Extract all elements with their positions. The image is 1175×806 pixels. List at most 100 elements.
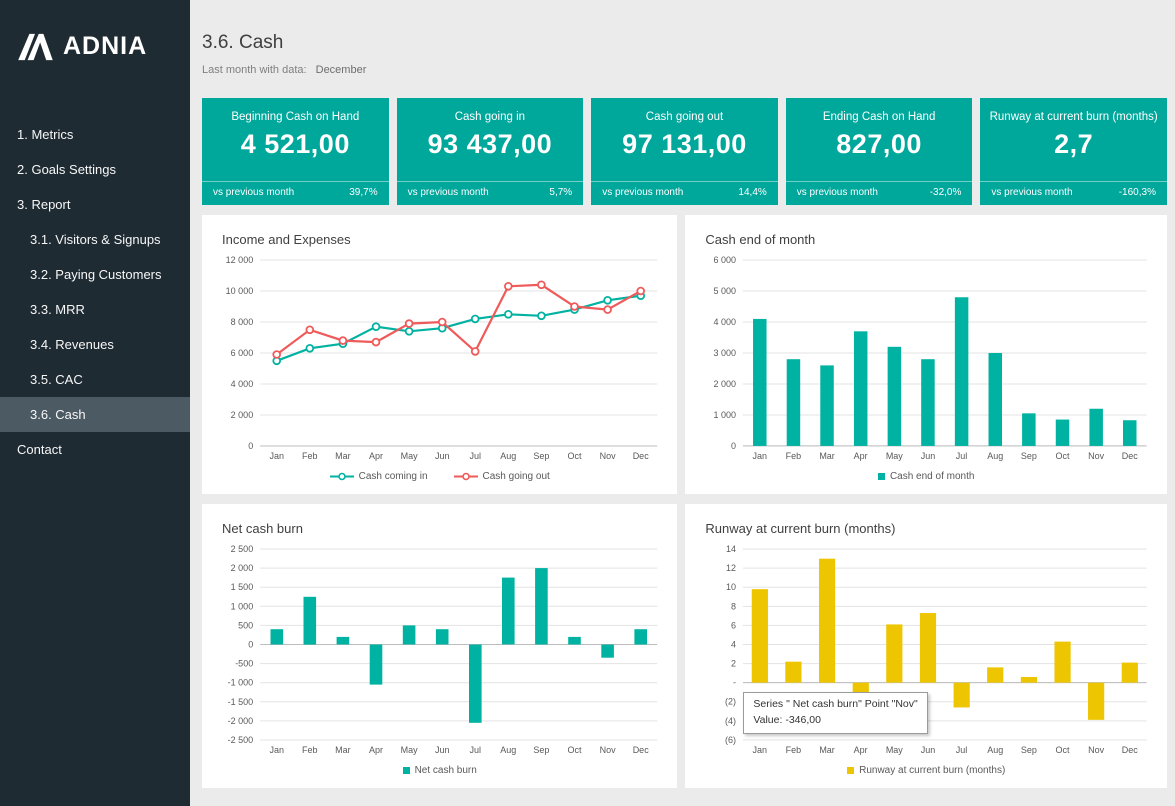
svg-text:Jun: Jun xyxy=(921,451,936,461)
svg-text:(2): (2) xyxy=(725,697,736,707)
svg-text:Dec: Dec xyxy=(1122,745,1138,755)
svg-text:Jun: Jun xyxy=(435,451,450,461)
svg-text:4: 4 xyxy=(731,640,736,650)
svg-text:6 000: 6 000 xyxy=(714,255,736,265)
svg-text:12 000: 12 000 xyxy=(226,255,254,265)
sidebar-item-visitors-signups[interactable]: 3.1. Visitors & Signups xyxy=(30,232,161,247)
svg-text:Feb: Feb xyxy=(302,451,318,461)
svg-text:Aug: Aug xyxy=(500,451,516,461)
sidebar-item-metrics[interactable]: 1. Metrics xyxy=(17,127,74,142)
svg-text:0: 0 xyxy=(248,640,253,650)
sidebar-item-paying-customers[interactable]: 3.2. Paying Customers xyxy=(30,267,162,282)
sidebar-item-cash[interactable]: 3.6. Cash xyxy=(0,397,190,432)
svg-text:Jan: Jan xyxy=(269,451,284,461)
svg-text:1 500: 1 500 xyxy=(231,582,254,592)
adnia-logo-icon xyxy=(18,33,53,60)
legend-line-marker-icon xyxy=(329,472,354,480)
kpi-cash-going-in: Cash going in 93 437,00 vs previous mont… xyxy=(396,98,584,205)
svg-text:Nov: Nov xyxy=(1089,451,1105,461)
svg-text:Mar: Mar xyxy=(335,451,351,461)
svg-text:May: May xyxy=(886,745,903,755)
svg-text:Sep: Sep xyxy=(533,451,549,461)
kpi-delta: -32,0% xyxy=(929,187,962,198)
svg-text:Jul: Jul xyxy=(956,745,968,755)
svg-text:1 000: 1 000 xyxy=(714,410,736,420)
main-content: 3.6. Cash Last month with data: December… xyxy=(190,0,1175,806)
kpi-delta: -160,3% xyxy=(1118,187,1156,198)
svg-text:Feb: Feb xyxy=(786,745,801,755)
svg-text:-1 000: -1 000 xyxy=(228,678,254,688)
svg-text:Jun: Jun xyxy=(435,745,450,755)
svg-text:Dec: Dec xyxy=(633,745,650,755)
sidebar-item-goals-settings[interactable]: 2. Goals Settings xyxy=(17,162,116,177)
svg-text:May: May xyxy=(401,745,419,755)
svg-text:Feb: Feb xyxy=(786,451,801,461)
page-title: 3.6. Cash xyxy=(202,32,284,53)
sidebar-item-cac[interactable]: 3.5. CAC xyxy=(30,372,83,387)
svg-text:Jul: Jul xyxy=(956,451,968,461)
kpi-beginning-cash: Beginning Cash on Hand 4 521,00 vs previ… xyxy=(202,98,389,205)
svg-text:-2 500: -2 500 xyxy=(228,735,254,745)
svg-text:6 000: 6 000 xyxy=(231,348,254,358)
svg-text:Apr: Apr xyxy=(369,745,383,755)
legend-label: Cash end of month xyxy=(889,470,975,482)
chart-card-runway: Runway at current burn (months) (6) (4) (2… xyxy=(685,504,1167,788)
svg-text:-2 000: -2 000 xyxy=(228,716,254,726)
svg-text:Aug: Aug xyxy=(988,745,1004,755)
chart-card-income-expenses: Income and Expenses 0 2 000 4 000 6 000 8 00… xyxy=(202,215,678,494)
svg-text:2 500: 2 500 xyxy=(231,544,254,554)
legend-line-marker-icon xyxy=(453,472,478,480)
svg-text:1 000: 1 000 xyxy=(231,601,254,611)
sidebar-item-report[interactable]: 3. Report xyxy=(17,197,71,212)
legend-item: Cash going out xyxy=(453,470,550,482)
svg-text:Oct: Oct xyxy=(1056,451,1070,461)
svg-text:Oct: Oct xyxy=(567,451,582,461)
net-cash-burn-bar-chart: -2 500 -2 000 -1 500 -1 000 -500 0 500 1 000 1 5… xyxy=(228,544,658,755)
svg-text:10 000: 10 000 xyxy=(226,286,254,296)
svg-text:Nov: Nov xyxy=(1089,745,1105,755)
sidebar-nav: 1. Metrics 2. Goals Settings 3. Report 3… xyxy=(0,117,190,467)
adnia-logo-text: ADNIA xyxy=(63,32,148,60)
kpi-value: 2,7 xyxy=(1054,129,1094,159)
svg-text:2 000: 2 000 xyxy=(231,563,254,573)
chart-title: Income and Expenses xyxy=(222,232,351,247)
svg-text:2 000: 2 000 xyxy=(714,379,736,389)
legend-swatch-icon xyxy=(847,766,855,774)
svg-text:8: 8 xyxy=(731,601,736,611)
legend-item: Cash end of month xyxy=(877,470,975,482)
svg-text:0: 0 xyxy=(248,441,253,451)
kpi-value: 827,00 xyxy=(836,129,922,159)
svg-text:8 000: 8 000 xyxy=(231,317,254,327)
svg-text:-1 500: -1 500 xyxy=(228,697,254,707)
svg-text:Mar: Mar xyxy=(820,745,835,755)
svg-text:500: 500 xyxy=(238,620,253,630)
kpi-delta: 14,4% xyxy=(738,187,767,198)
chart-legend: Cash end of month xyxy=(697,464,1155,488)
svg-text:10: 10 xyxy=(726,582,736,592)
svg-text:3 000: 3 000 xyxy=(714,348,736,358)
sidebar-item-revenues[interactable]: 3.4. Revenues xyxy=(30,337,114,352)
svg-text:12: 12 xyxy=(726,563,736,573)
svg-text:Jul: Jul xyxy=(469,451,481,461)
chart-title: Cash end of month xyxy=(705,232,816,247)
legend-label: Cash coming in xyxy=(358,470,428,482)
cash-end-of-month-bar-chart: 0 1 000 2 000 3 000 4 000 5 000 6 000 Jan Feb Mar… xyxy=(714,255,1147,461)
svg-text:Dec: Dec xyxy=(1122,451,1138,461)
legend-item: Net cash burn xyxy=(402,765,477,776)
sidebar-item-contact[interactable]: Contact xyxy=(17,442,62,457)
svg-text:Sep: Sep xyxy=(1021,745,1037,755)
page-header: 3.6. Cash Last month with data: December xyxy=(202,32,1167,76)
svg-text:5 000: 5 000 xyxy=(714,286,736,296)
sidebar-item-mrr[interactable]: 3.3. MRR xyxy=(30,302,85,317)
svg-text:2: 2 xyxy=(731,659,736,669)
chart-legend: Net cash burn xyxy=(214,758,665,782)
last-month-value: December xyxy=(315,64,367,76)
legend-item: Runway at current burn (months) xyxy=(847,765,1005,776)
svg-text:14: 14 xyxy=(726,544,736,554)
svg-text:May: May xyxy=(401,451,419,461)
legend-label: Cash going out xyxy=(482,470,550,482)
chart-title: Runway at current burn (months) xyxy=(705,521,896,536)
tooltip-series-line: Series " Net cash burn" Point "Nov" xyxy=(753,698,918,710)
svg-text:Nov: Nov xyxy=(600,745,617,755)
